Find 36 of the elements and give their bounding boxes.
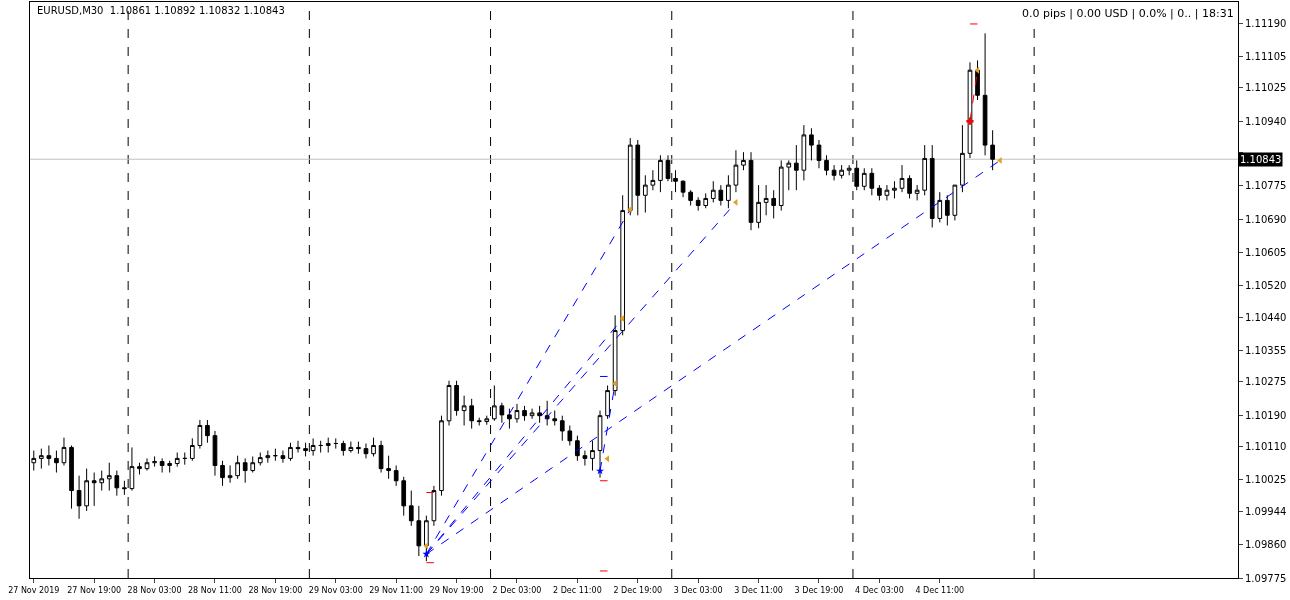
chart-title: EURUSD,M30 1.10861 1.10892 1.10832 1.10843 <box>37 5 285 16</box>
x-tick-label: 2 Dec 11:00 <box>553 585 602 595</box>
y-tick-label: 1.10940 <box>1245 115 1287 127</box>
y-tick-label: 1.10690 <box>1245 213 1287 225</box>
x-tick-label: 27 Nov 2019 <box>8 585 60 595</box>
y-tick-label: 1.09860 <box>1245 539 1287 551</box>
x-tick-label: 28 Nov 03:00 <box>127 585 182 595</box>
y-tick-label: 1.09944 <box>1245 506 1287 518</box>
x-tick-label: 27 Nov 19:00 <box>67 585 122 595</box>
y-tick-label: 1.10275 <box>1245 376 1287 388</box>
y-tick-label: 1.10110 <box>1245 441 1287 453</box>
y-tick-label: 1.10440 <box>1245 311 1287 323</box>
x-tick-label: 4 Dec 11:00 <box>915 585 965 595</box>
x-tick-label: 2 Dec 03:00 <box>492 585 542 595</box>
x-tick-label: 4 Dec 03:00 <box>855 585 904 595</box>
x-tick-label: 3 Dec 11:00 <box>734 585 783 595</box>
y-tick-label: 1.11105 <box>1245 51 1287 62</box>
y-tick-label: 1.10190 <box>1245 409 1287 421</box>
y-tick-label: 1.10775 <box>1245 180 1287 192</box>
y-tick-label: 1.11190 <box>1245 17 1287 29</box>
annotation: 0.0 pips | 0.00 USD | 0.0% | 0.. | 18:31 <box>1022 7 1234 20</box>
y-tick-label: 1.10025 <box>1245 474 1287 486</box>
y-tick-label: 1.10605 <box>1245 247 1287 259</box>
x-tick-label: 3 Dec 19:00 <box>794 585 844 595</box>
y-tick-label: 1.09775 <box>1245 572 1287 584</box>
x-tick-label: 29 Nov 19:00 <box>429 585 484 595</box>
x-tick-label: 28 Nov 11:00 <box>188 585 242 595</box>
x-tick-label: 29 Nov 11:00 <box>369 585 424 595</box>
y-tick-label: 1.10520 <box>1245 280 1287 292</box>
x-tick-label: 28 Nov 19:00 <box>248 585 303 595</box>
ref-line-label: 1.10843 <box>1240 154 1282 165</box>
x-tick-label: 3 Dec 03:00 <box>673 585 723 595</box>
y-tick-label: 1.11025 <box>1245 82 1287 94</box>
x-tick-label: 29 Nov 03:00 <box>308 585 363 595</box>
y-tick-label: 1.10355 <box>1245 345 1287 357</box>
x-tick-label: 2 Dec 19:00 <box>613 585 663 595</box>
